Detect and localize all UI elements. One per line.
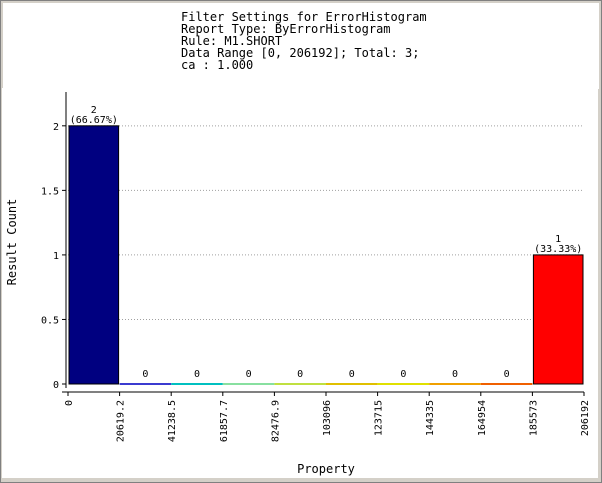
y-tick-label: 1 [53,251,59,262]
x-tick-label: 123715 [374,400,385,436]
bar-value-label: 0 [504,369,510,380]
x-tick-label: 206192 [580,400,591,436]
x-tick-label: 82476.9 [270,400,281,442]
ca-line: ca : 1.000 [181,58,254,72]
bar [171,383,223,385]
bar [274,383,326,385]
bar [377,383,430,385]
y-tick-label: 2 [53,122,59,133]
x-tick-label: 144335 [425,400,436,436]
bar-value-label: 1 [555,234,561,245]
x-tick-label: 185573 [528,400,539,436]
y-tick-label: 0 [53,380,59,391]
x-tick-label: 61857.7 [219,400,230,442]
chart-title: Filter Settings for ErrorHistogram [181,10,427,24]
y-tick-label: 1.5 [41,186,59,197]
y-axis-title: Result Count [5,199,19,286]
bar [119,383,172,385]
x-tick-label: 164954 [477,400,488,436]
bar [222,383,275,385]
bar [480,383,533,385]
bar [532,254,584,385]
bar [68,125,120,385]
x-axis-title: Property [297,462,355,476]
bar-value-label: 0 [400,369,406,380]
x-tick-label: 103096 [322,400,333,436]
bar-value-label: 2 [91,105,97,116]
bar-value-label: 0 [349,369,355,380]
bar [326,383,378,385]
bar-percent-label: (66.67%) [70,115,118,126]
report-type-line: Report Type: ByErrorHistogram [181,22,391,36]
bar-value-label: 0 [246,369,252,380]
x-tick-label: 41238.5 [167,400,178,442]
bar-value-label: 0 [194,369,200,380]
bar-value-label: 0 [297,369,303,380]
bar-value-label: 0 [142,369,148,380]
y-tick-label: 0.5 [41,315,59,326]
bar-value-label: 0 [452,369,458,380]
chart-header: Filter Settings for ErrorHistogram Repor… [3,3,599,89]
x-tick-label: 20619.2 [116,400,127,442]
data-range-line: Data Range [0, 206192]; Total: 3; [181,46,420,60]
bar-percent-label: (33.33%) [534,244,582,255]
x-tick-label: 0 [64,400,75,406]
rule-line: Rule: M1.SHORT [181,34,283,48]
bar [429,383,481,385]
